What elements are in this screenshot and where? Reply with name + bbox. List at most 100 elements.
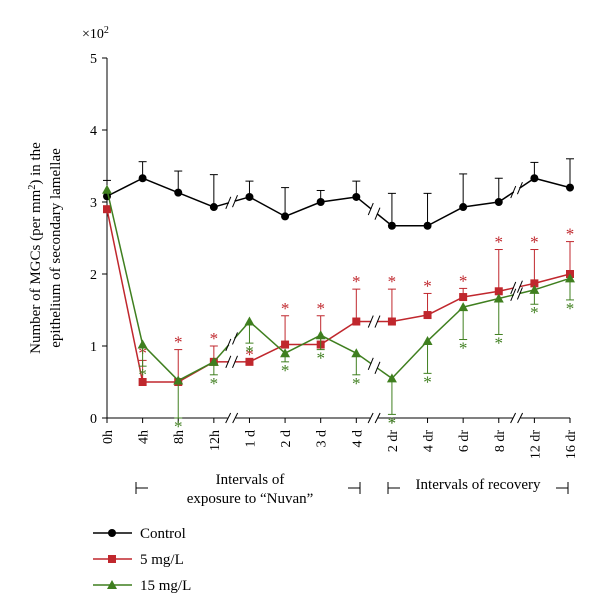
data-point-square [138,378,147,386]
y-axis-label-line-2: epithelium of secondary lamellae [48,148,64,348]
y-ticks: 0 1 2 3 4 5 [90,52,107,427]
x-axis-break-mark [374,412,381,424]
x-tick-label: 4 dr [422,430,437,453]
significance-marker: * [530,303,539,322]
data-point-triangle [529,284,540,294]
series-line-segment [106,209,144,383]
series-line-segment [177,361,215,382]
series-line-segment [427,306,464,342]
data-point-square [459,293,468,302]
y-tick-label: 2 [90,268,97,283]
data-point-triangle [244,316,255,326]
series-line-segment [320,196,357,203]
data-point-circle [459,203,468,212]
data-point-circle [352,192,361,201]
series-15-mg-l: * * * * * * * * * * * * * [102,184,575,436]
series-line-segment [142,344,179,382]
x-tick-label: 0h [101,430,116,444]
x-tick-label: 16 dr [564,430,579,460]
line-break-mark [374,207,381,220]
y-multiplier-exponent: 2 [104,25,109,36]
series-line-segment [248,320,286,354]
significance-marker: * [210,329,219,348]
y-tick-label: 1 [90,340,97,355]
line-break-mark [510,288,517,302]
series-line-segment [462,297,499,308]
line-break-mark [232,195,238,208]
y-tick-label: 5 [90,52,97,67]
data-point-circle [423,221,432,230]
series-line-segment [427,296,464,316]
data-point-circle [174,188,183,197]
line-break-mark [516,182,523,195]
axes [106,58,570,419]
data-point-triangle [458,302,469,312]
y-axis-label-part: ) in the [28,142,44,185]
significance-marker: * [138,365,147,384]
significance-marker: * [174,333,183,352]
series-line-segment [391,340,429,379]
x-tick-label: 12 dr [528,430,543,460]
data-point-triangle [351,348,362,358]
significance-marker: * [530,233,539,252]
x-tick-label: 2 d [279,430,294,448]
series-line-segment [498,294,514,300]
series-line-segment [249,196,286,218]
data-point-triangle [386,373,397,383]
x-tick-label: 1 d [243,430,258,448]
y-axis-label-part: Number of MGCs (per mm [28,189,44,353]
line-break-mark [225,338,232,352]
y-axis-label-superscript: 2 [27,185,38,190]
significance-marker: * [352,272,361,291]
data-point-triangle [102,184,112,194]
legend-marker-circle [108,529,116,537]
significance-marker: * [566,225,575,244]
significance-marker: * [245,345,254,364]
significance-marker: * [388,413,397,432]
line-break-mark [374,315,381,328]
y-tick-label: 4 [90,124,97,139]
significance-marker: * [423,372,432,391]
data-point-triangle [493,293,504,303]
line-break-mark [367,315,374,328]
series-line-segment [177,191,215,208]
data-point-circle [316,198,325,206]
legend-marker-triangle [107,580,117,589]
series-control [103,158,574,230]
significance-marker: * [316,349,325,368]
plot-area: ** *** ** * * ** * *********** ** * [102,158,575,436]
x-tick-label: 8h [172,430,187,444]
series-line-segment [320,320,357,346]
data-point-circle [245,192,254,201]
data-point-square [103,205,111,214]
line-break-mark [516,280,523,293]
x-axis-break-mark [225,412,232,424]
legend-label: Control [140,526,186,542]
x-tick-label: 6 dr [457,430,472,453]
series-line-segment [463,201,499,208]
data-point-circle [281,212,290,221]
period-brackets: Intervals of exposure to “Nuvan” Interva… [135,472,569,507]
data-point-square [245,357,254,366]
data-point-square [530,279,539,288]
line-break-mark [225,355,232,369]
legend-marker-square [108,555,116,563]
data-point-square [281,340,290,349]
line-break-mark [232,332,238,345]
line-break-mark [510,185,517,199]
data-point-triangle [137,339,148,349]
significance-marker: * [459,271,468,290]
data-point-triangle [565,273,575,283]
x-axis-break-mark [510,412,517,424]
data-point-triangle [422,335,433,345]
significance-marker: * [388,272,397,291]
line-break-mark [516,287,523,300]
y-axis-label-line-1: Number of MGCs (per mm2) in the [27,142,45,354]
data-point-circle [138,174,147,183]
line-break-mark [232,355,238,369]
series-line-segment [463,290,499,298]
series-line-segment [320,334,357,354]
significance-marker: * [281,361,290,380]
y-tick-label: 0 [90,412,97,427]
